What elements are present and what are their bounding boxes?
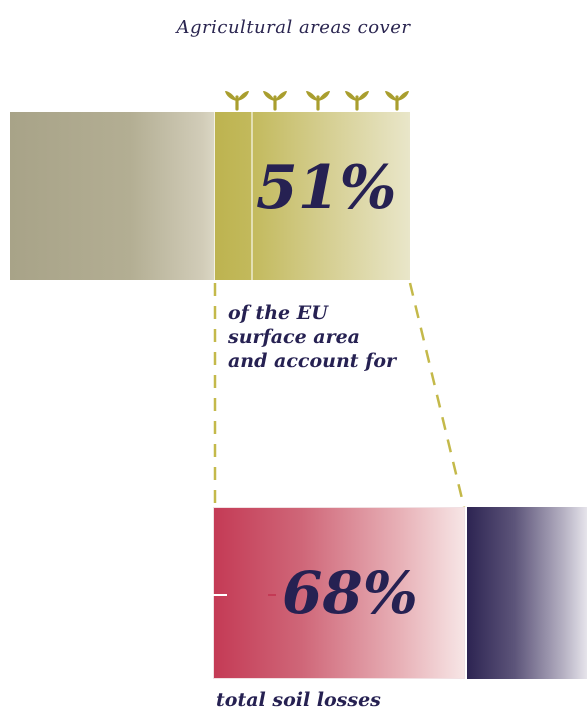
tick-mark — [213, 594, 227, 596]
soil-loss-percentage: 68% — [282, 559, 418, 627]
agricultural-share-segment — [214, 112, 410, 280]
connector-right-line — [408, 282, 466, 508]
soil-loss-caption: total soil losses — [216, 689, 381, 711]
sprout-icon — [385, 91, 409, 111]
surface-area-caption: of the EU surface area and account for — [228, 301, 396, 373]
eu-surface-bar — [10, 112, 410, 280]
soil-loss-remainder-segment — [467, 507, 587, 679]
agricultural-area-percentage: 51% — [256, 153, 397, 223]
sprout-icon — [263, 91, 287, 111]
caption-line: of the EU — [228, 302, 328, 324]
caption-line: and account for — [228, 350, 397, 372]
caption-line: surface area — [228, 326, 360, 348]
sprout-icon — [306, 91, 330, 111]
tick-mark — [268, 594, 276, 596]
segment-seam — [251, 112, 253, 280]
sprout-icon — [225, 91, 249, 111]
soil-loss-share-segment — [213, 507, 465, 679]
sprout-icon — [345, 91, 369, 111]
intro-text: Agricultural areas cover — [176, 17, 411, 38]
segment-edge — [214, 112, 215, 280]
